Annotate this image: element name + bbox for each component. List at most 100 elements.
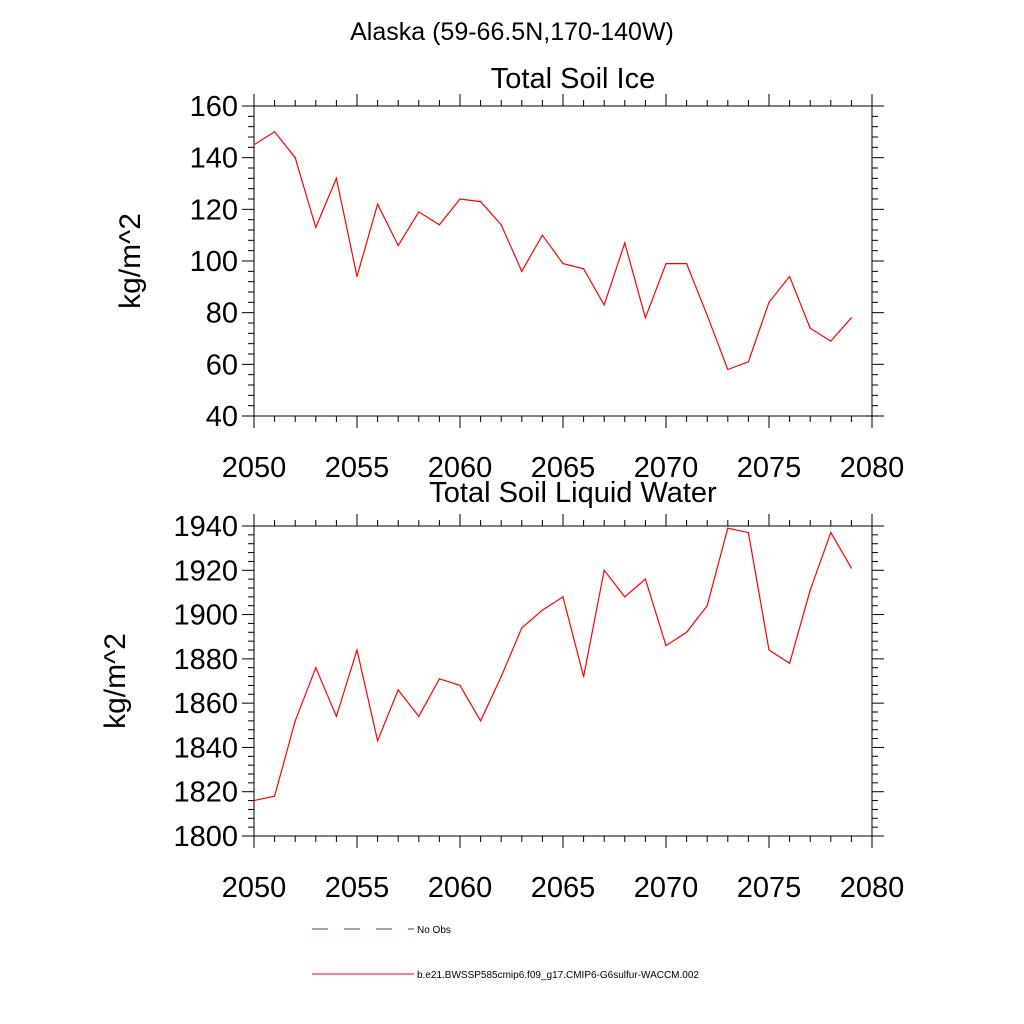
data-point — [747, 532, 750, 534]
data-point — [768, 649, 770, 651]
data-point — [397, 689, 399, 691]
data-point — [624, 242, 626, 244]
figure-title: Alaska (59-66.5N,170-140W) — [350, 18, 674, 46]
series-line — [253, 131, 852, 371]
data-point — [377, 740, 379, 742]
chart-panel-1: Total Soil Ice kg/m^2 2050 2055 2060 2065 2070… — [114, 63, 904, 484]
data-point — [480, 720, 482, 722]
data-point — [500, 675, 502, 678]
data-point — [521, 627, 523, 629]
x-tick-label: 2080 — [840, 872, 905, 904]
legend-model-label: b.e21.BWSSP585cmip6.f09_g17.CMIP6-G6sulf… — [417, 970, 699, 981]
data-point — [521, 270, 523, 272]
data-point — [480, 200, 482, 203]
data-point — [459, 198, 461, 200]
chart-panel-2: Total Soil Liquid Water kg/m^2 2050 2055 206… — [99, 477, 904, 904]
data-point — [789, 275, 791, 278]
data-point — [459, 684, 461, 687]
data-point — [603, 569, 605, 571]
data-point — [541, 609, 544, 611]
y-tick-label: 1860 — [173, 688, 238, 720]
x-tick-label: 2050 — [222, 872, 287, 904]
legend: No Obs b.e21.BWSSP585cmip6.f09_g17.CMIP6-… — [312, 925, 699, 981]
data-point — [850, 567, 853, 569]
data-point — [294, 157, 296, 159]
data-point — [397, 244, 399, 247]
data-point — [624, 596, 626, 598]
plot-frame — [253, 105, 873, 417]
data-point — [644, 317, 647, 319]
data-point — [418, 211, 420, 213]
data-point — [603, 304, 605, 306]
data-point — [706, 314, 708, 316]
series-line — [253, 527, 852, 802]
data-point — [438, 678, 440, 680]
y-tick-label: 1820 — [173, 777, 238, 809]
data-point — [747, 361, 750, 363]
data-point — [335, 715, 337, 718]
data-point — [830, 532, 832, 534]
data-point — [583, 268, 585, 270]
data-point — [500, 224, 502, 226]
x-tick-label: 2065 — [531, 872, 596, 904]
y-tick-label: 1940 — [173, 511, 238, 543]
data-point — [541, 234, 544, 236]
data-point — [809, 589, 811, 591]
data-point — [727, 368, 729, 371]
x-tick-label: 2060 — [428, 452, 493, 484]
y-tick-label: 160 — [190, 91, 238, 123]
data-point — [562, 262, 564, 265]
data-point — [583, 675, 585, 678]
data-point — [768, 301, 770, 303]
y-axis-label: kg/m^2 — [99, 633, 132, 729]
legend-obs-label: No Obs — [417, 925, 451, 936]
data-point — [315, 667, 317, 669]
data-point — [562, 596, 564, 598]
data-point — [809, 327, 811, 329]
data-point — [377, 203, 379, 205]
data-point — [665, 262, 667, 265]
data-point — [686, 262, 688, 265]
y-tick-label: 1900 — [173, 600, 238, 632]
data-point — [438, 224, 440, 226]
x-tick-label: 2070 — [634, 452, 699, 484]
data-point — [830, 340, 832, 342]
data-point — [850, 317, 853, 319]
data-point — [253, 144, 255, 146]
y-axis-label: kg/m^2 — [114, 213, 147, 309]
x-tick-label: 2050 — [222, 452, 287, 484]
data-point — [665, 644, 667, 647]
data-point — [706, 605, 708, 607]
x-tick-label: 2075 — [737, 452, 802, 484]
y-tick-label: 140 — [190, 143, 238, 175]
chart-title: Total Soil Liquid Water — [429, 477, 717, 509]
data-point — [274, 131, 276, 133]
y-tick-label: 1920 — [173, 555, 238, 587]
plot-frame — [253, 525, 873, 837]
data-point — [644, 578, 647, 580]
y-tick-label: 100 — [190, 246, 238, 278]
data-point — [686, 631, 688, 633]
x-tick-label: 2070 — [634, 872, 699, 904]
chart-title: Total Soil Ice — [491, 63, 655, 95]
y-tick-label: 1880 — [173, 644, 238, 676]
x-tick-label: 2055 — [325, 872, 390, 904]
y-tick-label: 60 — [206, 349, 238, 381]
x-tick-label: 2055 — [325, 452, 390, 484]
y-tick-label: 1800 — [173, 821, 238, 853]
data-point — [418, 715, 420, 718]
data-point — [727, 527, 729, 529]
data-point — [356, 275, 358, 278]
data-point — [274, 795, 276, 797]
y-tick-label: 120 — [190, 194, 238, 226]
data-point — [356, 649, 358, 651]
y-tick-label: 80 — [206, 298, 238, 330]
x-tick-label: 2075 — [737, 872, 802, 904]
y-tick-label: 1840 — [173, 732, 238, 764]
data-point — [315, 226, 317, 229]
x-tick-label: 2065 — [531, 452, 596, 484]
data-point — [789, 662, 791, 664]
data-point — [335, 177, 337, 179]
y-tick-label: 40 — [206, 401, 238, 433]
